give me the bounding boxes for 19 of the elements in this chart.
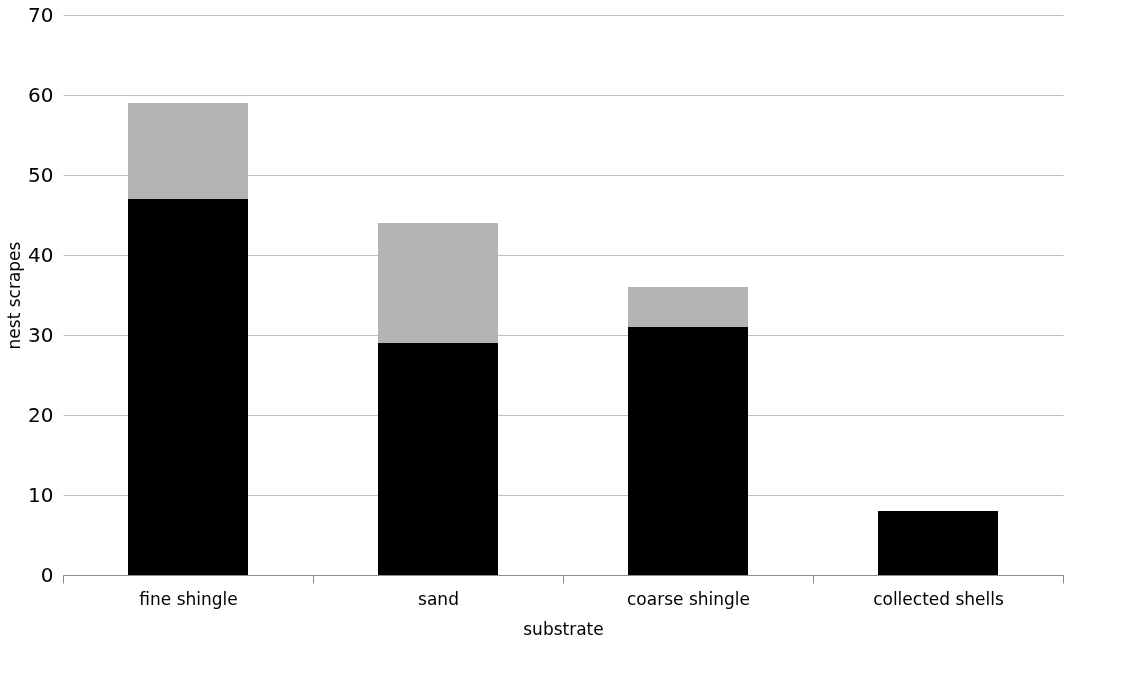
y-tick-label: 50 (28, 162, 54, 187)
y-tick-label: 40 (28, 242, 54, 267)
y-tick-label: 70 (28, 2, 54, 27)
bar (378, 343, 498, 575)
bar (878, 511, 998, 575)
y-tick-label: 20 (28, 402, 54, 427)
bar (628, 327, 748, 575)
x-tick-label: fine shingle (139, 588, 238, 609)
y-tick-label: 30 (28, 322, 54, 347)
x-tick-label: collected shells (873, 588, 1004, 609)
x-tick-label: coarse shingle (627, 588, 750, 609)
y-tick-label: 0 (40, 562, 54, 587)
x-tick-label: sand (418, 588, 459, 609)
x-axis-title: substrate (523, 618, 604, 639)
bar (128, 199, 248, 575)
y-tick-label: 10 (28, 482, 54, 507)
bar (628, 287, 748, 327)
y-axis-title: nest scrapes (4, 241, 25, 350)
y-tick-label: 60 (28, 82, 54, 107)
